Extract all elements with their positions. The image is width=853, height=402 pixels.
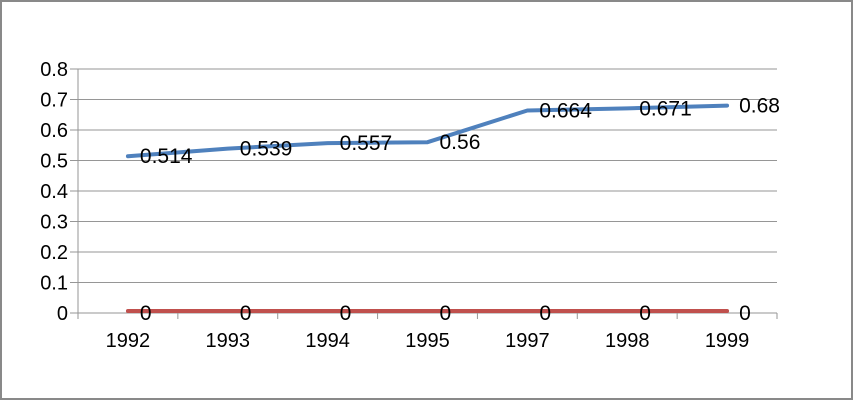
x-tick-label: 1993 (206, 330, 251, 352)
data-label: 0 (539, 302, 551, 325)
y-tick-label: 0.7 (40, 90, 68, 112)
data-label: 0.56 (440, 131, 481, 154)
x-tick-label: 1994 (305, 330, 350, 352)
data-label: 0 (440, 302, 452, 325)
x-tick-label: 1997 (505, 330, 550, 352)
data-label: 0 (140, 302, 152, 325)
data-label: 0.539 (240, 138, 293, 161)
data-label: 0.664 (539, 99, 592, 122)
y-tick-label: 0.3 (40, 212, 68, 234)
series-line-1 (125, 103, 730, 159)
y-tick-label: 0.2 (40, 242, 68, 264)
data-label: 0 (739, 302, 751, 325)
x-tick-label: 1995 (405, 330, 450, 352)
y-tick-label: 0.5 (40, 151, 68, 173)
data-label: 0.671 (639, 97, 692, 120)
data-label: 0.514 (140, 145, 193, 168)
x-tick-label: 1992 (106, 330, 151, 352)
y-tick-label: 0.4 (40, 181, 68, 203)
y-tick-label: 0.6 (40, 120, 68, 142)
y-tick-label: 0 (57, 303, 68, 325)
x-tick-label: 1998 (605, 330, 650, 352)
data-label: 0.68 (739, 95, 780, 118)
data-label: 0 (340, 302, 352, 325)
y-tick-label: 0.8 (40, 59, 68, 81)
data-label: 0 (639, 302, 651, 325)
y-tick-label: 0.1 (40, 273, 68, 295)
x-tick-label: 1999 (705, 330, 750, 352)
data-label: 0.557 (340, 132, 393, 155)
data-label: 0 (240, 302, 252, 325)
